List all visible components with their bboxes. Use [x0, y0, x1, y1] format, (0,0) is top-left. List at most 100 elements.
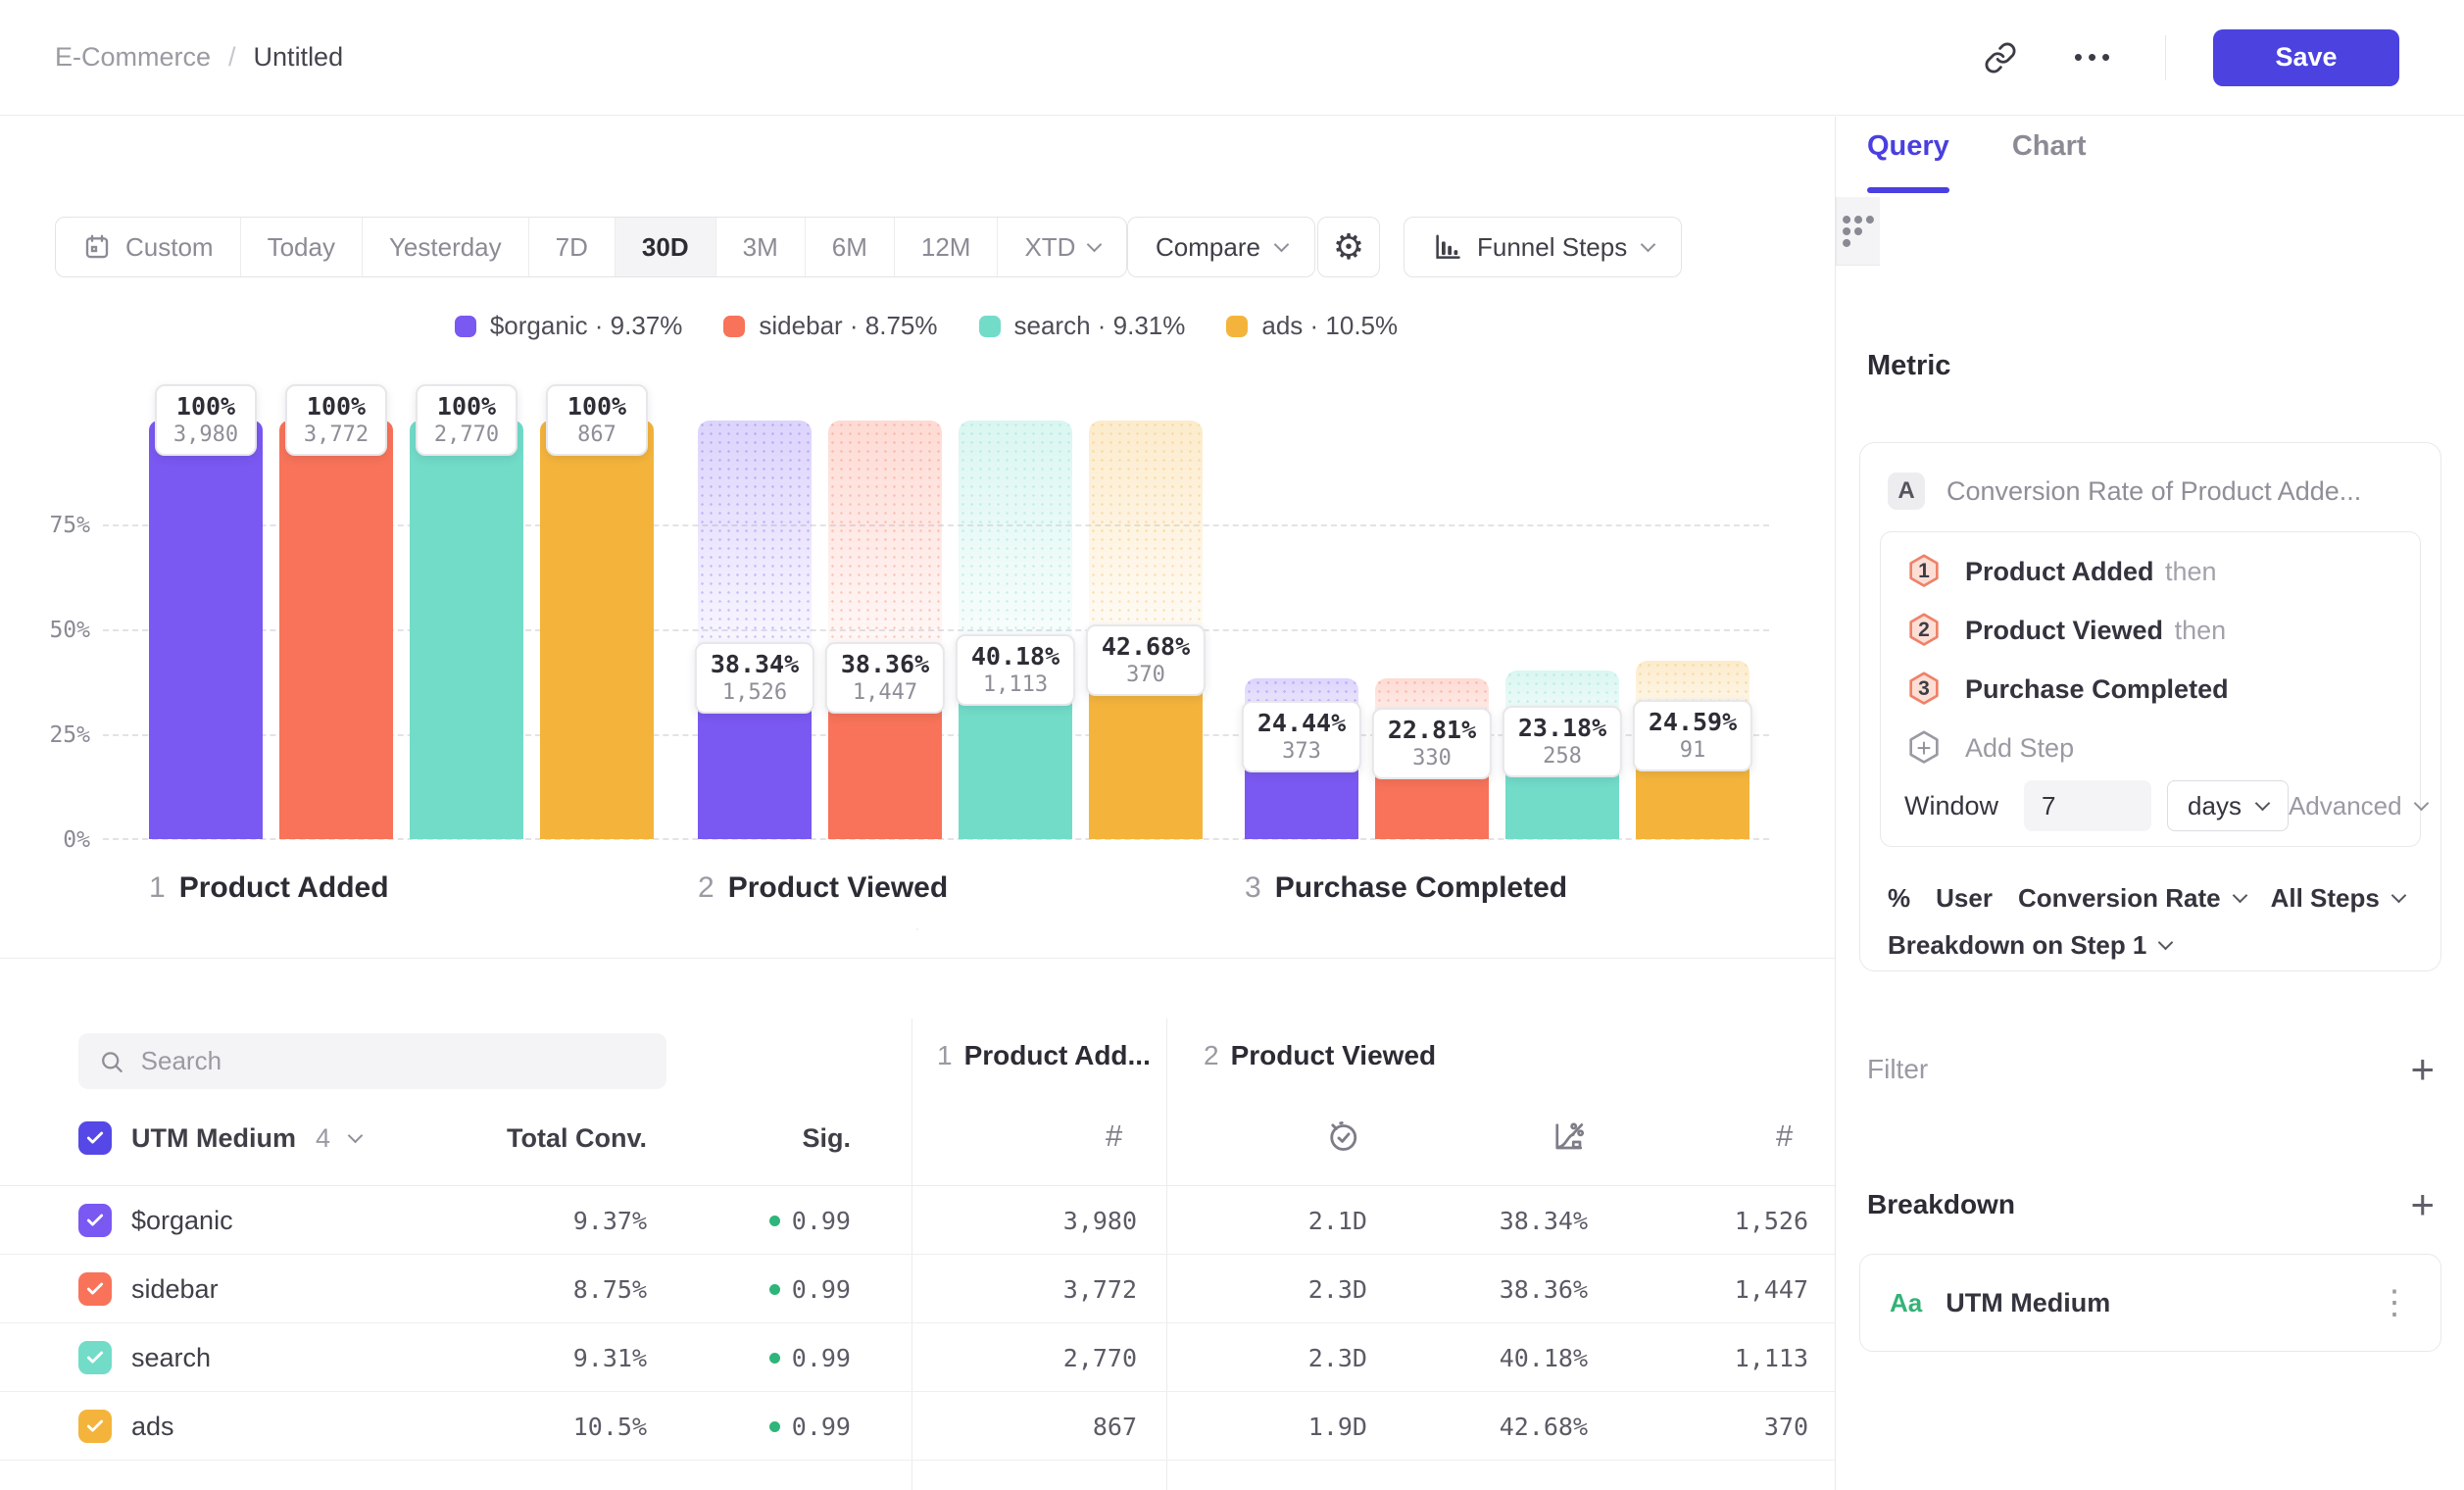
row-name: $organic: [131, 1186, 233, 1255]
sig-header[interactable]: Sig.: [686, 1117, 851, 1160]
compare-button[interactable]: Compare: [1127, 217, 1315, 277]
funnel-bar-ghost[interactable]: [828, 421, 942, 678]
step-number: 2: [1204, 1040, 1219, 1070]
legend-item[interactable]: search · 9.31%: [979, 311, 1186, 341]
kebab-menu-icon[interactable]: ⋮: [2378, 1283, 2411, 1322]
breakdown-on-label: Breakdown on Step 1: [1888, 930, 2146, 961]
table-step-group-1[interactable]: 1Product Add...: [937, 1040, 1151, 1071]
row-step1-count: 867: [921, 1392, 1137, 1461]
step-event-label: Product Added: [1965, 557, 2154, 586]
legend-item[interactable]: ads · 10.5%: [1226, 311, 1398, 341]
metric-step-2[interactable]: 2Product Viewed then: [1904, 601, 2404, 660]
bar-count-label: 1,447: [841, 680, 929, 705]
view-split-button[interactable]: [917, 929, 918, 930]
legend-item[interactable]: $organic · 9.37%: [455, 311, 683, 341]
metric-step-3[interactable]: 3 Purchase Completed: [1904, 660, 2404, 719]
y-tick: 0%: [0, 827, 90, 853]
add-filter-button[interactable]: +: [2410, 1049, 2435, 1090]
add-breakdown-button[interactable]: +: [2410, 1184, 2435, 1225]
count-column-icon[interactable]: #: [1776, 1118, 1793, 1154]
panel-divider: [0, 958, 1835, 959]
chevron-down-icon: [2158, 934, 2174, 950]
funnel-bar[interactable]: [149, 421, 263, 839]
breakdown-label: Breakdown: [1867, 1189, 2015, 1220]
table-search: [78, 1033, 666, 1089]
step-hexagon-number: 3: [1904, 670, 1944, 709]
range-12m[interactable]: 12M: [894, 218, 998, 276]
metric-summary-row[interactable]: A Conversion Rate of Product Adde...: [1888, 472, 2417, 510]
count-column-icon[interactable]: #: [1106, 1118, 1122, 1154]
legend-swatch: [979, 316, 1001, 337]
step-event-label: Purchase Completed: [1965, 674, 2229, 704]
breakdown-item[interactable]: Aa UTM Medium ⋮: [1859, 1254, 2441, 1352]
check-icon: [85, 1348, 105, 1367]
total-conv-header[interactable]: Total Conv.: [412, 1117, 647, 1160]
breadcrumb-project[interactable]: E-Commerce: [55, 42, 211, 73]
compare-label: Compare: [1156, 232, 1260, 263]
avg-time-column-icon[interactable]: [1325, 1118, 1360, 1154]
retention-chart-tab[interactable]: [1836, 197, 1880, 266]
tab-chart[interactable]: Chart: [2012, 130, 2087, 180]
table-row: ads10.5%0.998671.9D42.68%370: [0, 1392, 1835, 1461]
step-event-label: Product Viewed: [1965, 616, 2163, 645]
range-7d[interactable]: 7D: [528, 218, 615, 276]
funnel-bar[interactable]: [540, 421, 654, 839]
advanced-toggle[interactable]: Advanced: [2289, 791, 2427, 821]
add-step-hexagon-icon: +: [1904, 728, 1944, 768]
table-step-group-2[interactable]: 2Product Viewed: [1204, 1040, 1436, 1071]
bar-value-card: 100%867: [546, 384, 648, 456]
range-xtd[interactable]: XTD: [997, 218, 1126, 276]
save-button[interactable]: Save: [2213, 29, 2399, 86]
sig-value: 0.99: [792, 1413, 851, 1441]
funnel-bar[interactable]: [279, 421, 393, 839]
legend-label: $organic · 9.37%: [490, 311, 683, 341]
step-hexagon-icon: 1: [1904, 552, 1944, 591]
report-title[interactable]: Untitled: [254, 42, 344, 73]
add-step-button[interactable]: +Add Step: [1904, 719, 2404, 777]
step-label: 1Product Added: [149, 871, 389, 905]
legend-label: ads · 10.5%: [1261, 311, 1398, 341]
row-checkbox[interactable]: [78, 1272, 112, 1306]
sidebar-tabs: Query Chart: [1867, 130, 2087, 180]
conv-rate-column-icon[interactable]: [1551, 1118, 1586, 1154]
chart-settings-button[interactable]: ⚙: [1317, 217, 1380, 277]
bar-count-label: 258: [1518, 744, 1606, 769]
range-30d[interactable]: 30D: [615, 218, 715, 276]
chart-type-button[interactable]: Funnel Steps: [1404, 217, 1682, 277]
sig-dot-icon: [769, 1421, 780, 1432]
view-toggle: [916, 928, 918, 930]
measure-scope-select[interactable]: All Steps: [2271, 883, 2404, 914]
funnel-bar-ghost[interactable]: [698, 421, 812, 678]
measure-entity[interactable]: User: [1936, 883, 1993, 914]
breakdown-on-select[interactable]: Breakdown on Step 1: [1888, 927, 2171, 963]
calendar-icon: [82, 232, 112, 262]
range-today[interactable]: Today: [240, 218, 362, 276]
view-chart-only-button[interactable]: [917, 929, 918, 930]
metric-step-1[interactable]: 1 Product Added then: [1904, 542, 2404, 601]
view-table-only-button[interactable]: [917, 929, 918, 930]
step-event-wrap: Product Added then: [1965, 557, 2217, 587]
share-link-icon[interactable]: [1977, 34, 2024, 81]
range-6m[interactable]: 6M: [805, 218, 894, 276]
more-options-icon[interactable]: •••: [2071, 34, 2118, 81]
range-yesterday[interactable]: Yesterday: [362, 218, 528, 276]
range-custom[interactable]: Custom: [56, 218, 240, 276]
funnel-bar[interactable]: [410, 421, 523, 839]
funnel-bar-ghost[interactable]: [959, 421, 1072, 670]
bar-count-label: 2,770: [431, 422, 502, 447]
window-value-input[interactable]: [2024, 780, 2151, 831]
row-checkbox[interactable]: [78, 1204, 112, 1237]
row-avg-time: 2.3D: [1186, 1323, 1367, 1392]
row-checkbox[interactable]: [78, 1341, 112, 1374]
window-unit-select[interactable]: days: [2167, 780, 2289, 831]
tab-query[interactable]: Query: [1867, 130, 1949, 180]
search-input[interactable]: [141, 1046, 647, 1076]
breakdown-column-header[interactable]: UTM Medium 4: [78, 1117, 361, 1160]
bar-count-label: 373: [1257, 739, 1346, 764]
legend-item[interactable]: sidebar · 8.75%: [723, 311, 937, 341]
row-checkbox[interactable]: [78, 1410, 112, 1443]
range-3m[interactable]: 3M: [715, 218, 805, 276]
measure-metric-select[interactable]: Conversion Rate: [2018, 883, 2245, 914]
table-row: search9.31%0.992,7702.3D40.18%1,113: [0, 1323, 1835, 1392]
select-all-checkbox[interactable]: [78, 1121, 112, 1155]
